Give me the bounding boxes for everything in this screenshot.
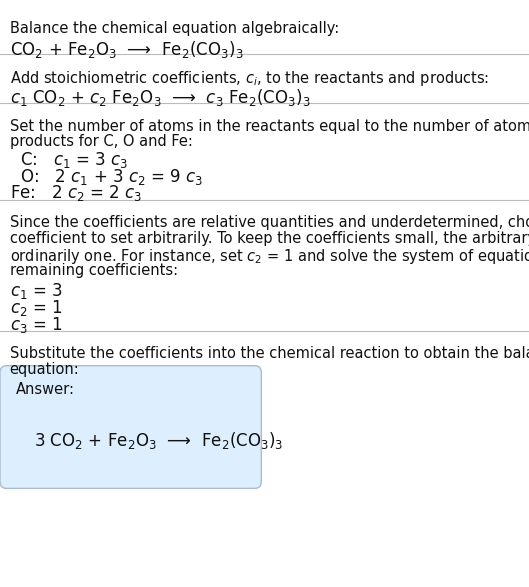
Text: $c_1$ = 3: $c_1$ = 3 [10,281,62,301]
Text: Answer:: Answer: [16,382,75,397]
Text: remaining coefficients:: remaining coefficients: [10,263,178,278]
Text: ordinarily one. For instance, set $c_2$ = 1 and solve the system of equations fo: ordinarily one. For instance, set $c_2$ … [10,247,529,266]
Text: $c_1$ CO$_2$ + $c_2$ Fe$_2$O$_3$  ⟶  $c_3$ Fe$_2$(CO$_3$)$_3$: $c_1$ CO$_2$ + $c_2$ Fe$_2$O$_3$ ⟶ $c_3$… [10,87,310,108]
Text: CO$_2$ + Fe$_2$O$_3$  ⟶  Fe$_2$(CO$_3$)$_3$: CO$_2$ + Fe$_2$O$_3$ ⟶ Fe$_2$(CO$_3$)$_3… [10,39,243,60]
Text: coefficient to set arbitrarily. To keep the coefficients small, the arbitrary va: coefficient to set arbitrarily. To keep … [10,231,529,247]
Text: Set the number of atoms in the reactants equal to the number of atoms in the: Set the number of atoms in the reactants… [10,119,529,134]
Text: equation:: equation: [10,362,79,377]
Text: Since the coefficients are relative quantities and underdetermined, choose a: Since the coefficients are relative quan… [10,215,529,231]
Text: C:   $c_1$ = 3 $c_3$: C: $c_1$ = 3 $c_3$ [15,150,128,170]
Text: $c_3$ = 1: $c_3$ = 1 [10,315,62,335]
Text: Fe:   2 $c_2$ = 2 $c_3$: Fe: 2 $c_2$ = 2 $c_3$ [10,183,142,203]
Text: Add stoichiometric coefficients, $c_i$, to the reactants and products:: Add stoichiometric coefficients, $c_i$, … [10,69,489,88]
FancyBboxPatch shape [0,366,261,488]
Text: Balance the chemical equation algebraically:: Balance the chemical equation algebraica… [10,21,339,36]
Text: $c_2$ = 1: $c_2$ = 1 [10,298,62,318]
Text: Substitute the coefficients into the chemical reaction to obtain the balanced: Substitute the coefficients into the che… [10,346,529,362]
Text: 3 CO$_2$ + Fe$_2$O$_3$  ⟶  Fe$_2$(CO$_3$)$_3$: 3 CO$_2$ + Fe$_2$O$_3$ ⟶ Fe$_2$(CO$_3$)$… [34,430,284,451]
Text: O:   2 $c_1$ + 3 $c_2$ = 9 $c_3$: O: 2 $c_1$ + 3 $c_2$ = 9 $c_3$ [15,167,203,187]
Text: products for C, O and Fe:: products for C, O and Fe: [10,134,193,150]
